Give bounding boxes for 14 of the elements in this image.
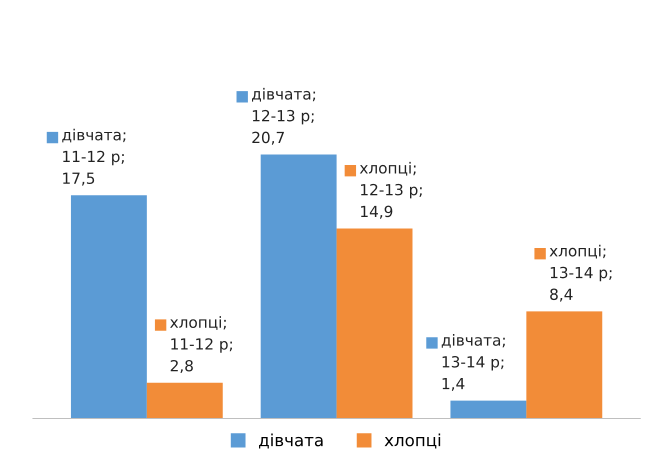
bar bbox=[70, 195, 147, 418]
data-label: хлопці; 11-12 р; 2,8 bbox=[170, 316, 232, 374]
data-label: хлопці; 13-14 р; 8,4 bbox=[550, 244, 612, 302]
legend-label: дівчата bbox=[259, 434, 323, 448]
bar bbox=[336, 228, 412, 418]
bar bbox=[260, 154, 337, 418]
bar bbox=[146, 382, 223, 418]
data-label: хлопці; 12-13 р; 14,9 bbox=[360, 162, 422, 219]
legend-label: хлопці bbox=[384, 434, 440, 448]
bar bbox=[526, 311, 602, 418]
data-label: дівчата; 11-12 р; 17,5 bbox=[62, 128, 126, 186]
data-label: дівчата; 12-13 р; 20,7 bbox=[252, 88, 316, 145]
bar bbox=[450, 400, 526, 418]
data-label: дівчата; 13-14 р; 1,4 bbox=[442, 334, 505, 391]
